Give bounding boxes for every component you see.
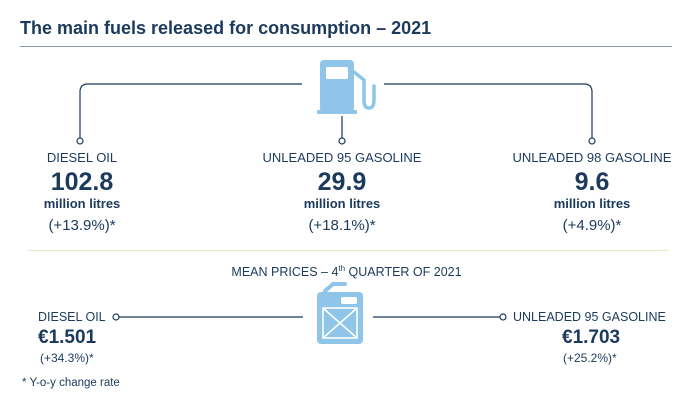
fuel-block-diesel: DIESEL OIL 102.8 million litres (+13.9%)…: [0, 150, 192, 234]
prices-heading-ordinal: th: [338, 264, 346, 273]
fuel-volume: 29.9: [317, 168, 367, 196]
connector-dot-price-u95: [499, 313, 507, 321]
footnote: * Y-o-y change rate: [22, 377, 120, 389]
fuel-change-rate: (+13.9%)*: [48, 217, 116, 235]
page-title: The main fuels released for consumption …: [20, 18, 432, 38]
price-name-diesel: DIESEL OIL: [38, 310, 106, 324]
connector-dot-u95: [338, 137, 346, 145]
price-change-unleaded-95: (+25.2%)*: [563, 351, 617, 365]
prices-heading-prefix: MEAN PRICES – 4: [231, 265, 339, 280]
fuel-name: UNLEADED 98 GASOLINE: [512, 150, 672, 165]
title-underline: [20, 46, 672, 47]
connector-line-u98: [384, 83, 593, 138]
prices-heading: MEAN PRICES – 4th QUARTER OF 2021: [0, 264, 693, 279]
connector-dot-diesel: [76, 137, 84, 145]
price-name-unleaded-95: UNLEADED 95 GASOLINE: [513, 310, 666, 324]
fuel-change-rate: (+18.1%)*: [308, 217, 376, 235]
fuel-pump-icon: [317, 60, 376, 114]
fuel-change-rate: (+4.9%)*: [562, 217, 622, 235]
fuel-volume-unit: million litres: [43, 196, 121, 212]
section-divider: [28, 250, 668, 251]
fuel-volume-unit: million litres: [303, 196, 381, 212]
connector-dot-price-diesel: [112, 313, 120, 321]
connector-line-diesel: [79, 83, 302, 138]
fuel-name: DIESEL OIL: [46, 150, 118, 165]
price-value-unleaded-95: €1.703: [562, 327, 621, 348]
price-value-diesel: €1.501: [38, 327, 97, 348]
fuel-block-unleaded-98: UNLEADED 98 GASOLINE 9.6 million litres …: [482, 150, 693, 234]
price-change-diesel: (+34.3%)*: [40, 351, 94, 365]
fuel-volume: 9.6: [574, 168, 610, 196]
fuel-volume: 102.8: [50, 168, 114, 196]
fuel-block-unleaded-95: UNLEADED 95 GASOLINE 29.9 million litres…: [232, 150, 452, 234]
fuel-name: UNLEADED 95 GASOLINE: [262, 150, 422, 165]
jerry-can-icon: [317, 282, 363, 344]
fuel-volume-unit: million litres: [553, 196, 631, 212]
prices-heading-suffix: QUARTER OF 2021: [345, 265, 462, 280]
connector-dot-u98: [588, 137, 596, 145]
